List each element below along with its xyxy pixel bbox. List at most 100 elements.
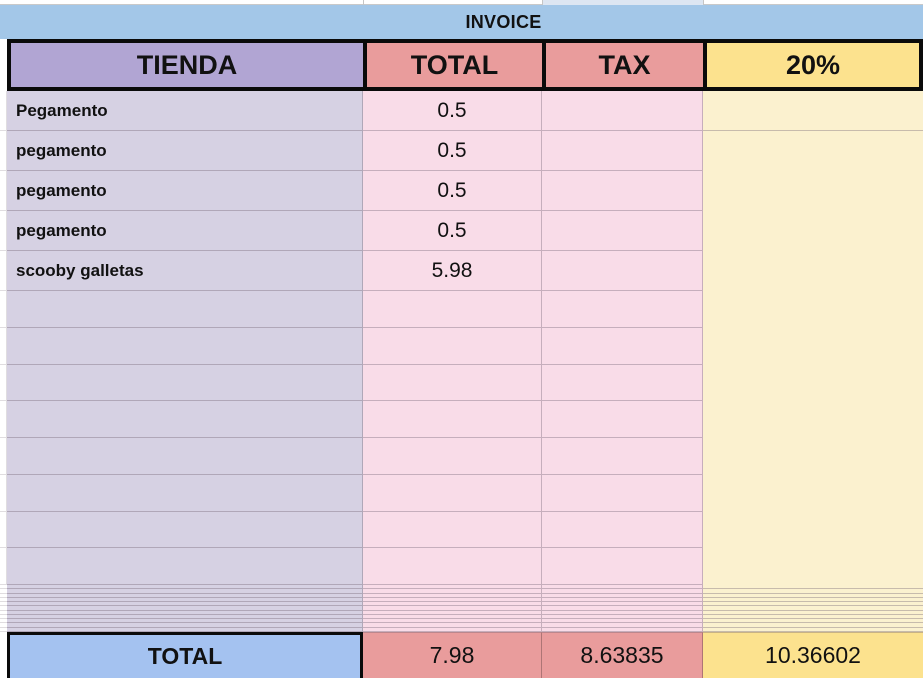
hidden-row bbox=[0, 593, 923, 598]
item-tax-cell[interactable] bbox=[542, 131, 703, 171]
gridline-tick bbox=[542, 0, 543, 5]
item-name-cell[interactable]: pegamento bbox=[7, 131, 363, 171]
row-gutter bbox=[0, 251, 7, 291]
item-total-cell[interactable] bbox=[363, 548, 542, 585]
invoice-title-cell[interactable]: INVOICE bbox=[0, 5, 923, 39]
row-gutter bbox=[0, 585, 7, 590]
item-total-cell[interactable] bbox=[363, 327, 542, 365]
item-name-cell[interactable] bbox=[7, 364, 363, 402]
gridline-tick bbox=[363, 0, 364, 5]
hidden-cell-tax bbox=[542, 610, 703, 615]
footer-tax-value-cell[interactable]: 8.63835 bbox=[542, 632, 703, 678]
hidden-cell-20pct bbox=[703, 606, 923, 611]
row-gutter bbox=[0, 511, 7, 549]
item-tax-cell[interactable] bbox=[542, 438, 703, 475]
hidden-cell-tax bbox=[542, 602, 703, 607]
hidden-cell-total bbox=[363, 593, 542, 598]
hidden-cell-total bbox=[363, 602, 542, 607]
item-total-cell[interactable] bbox=[363, 511, 542, 549]
item-total-cell[interactable] bbox=[363, 291, 542, 328]
row-gutter bbox=[0, 327, 7, 365]
item-tax-cell[interactable] bbox=[542, 291, 703, 328]
table-footer-row: TOTAL 7.98 8.63835 10.36602 bbox=[0, 632, 923, 678]
row-gutter bbox=[0, 438, 7, 475]
hidden-cell-tax bbox=[542, 606, 703, 611]
invoice-title-text: INVOICE bbox=[465, 11, 542, 32]
item-tax-cell[interactable] bbox=[542, 548, 703, 585]
item-total-cell[interactable]: 5.98 bbox=[363, 251, 542, 291]
hidden-cell-tax bbox=[542, 589, 703, 594]
row-gutter bbox=[0, 211, 7, 251]
item-name-cell[interactable]: Pegamento bbox=[7, 91, 363, 131]
item-tax-cell[interactable] bbox=[542, 171, 703, 211]
row-gutter bbox=[0, 619, 7, 624]
hidden-cell-tax bbox=[542, 597, 703, 603]
hidden-cell-total bbox=[363, 614, 542, 620]
item-total-cell[interactable] bbox=[363, 474, 542, 512]
row-gutter bbox=[0, 91, 7, 131]
hidden-cell-tax bbox=[542, 614, 703, 620]
item-total-cell[interactable] bbox=[363, 364, 542, 402]
footer-total-label-cell[interactable]: TOTAL bbox=[7, 632, 363, 678]
row-gutter bbox=[0, 291, 7, 328]
item-name-cell[interactable] bbox=[7, 401, 363, 438]
item-total-cell[interactable]: 0.5 bbox=[363, 91, 542, 131]
hidden-cell-tienda bbox=[7, 619, 363, 624]
header-cell-tax[interactable]: TAX bbox=[542, 43, 703, 87]
tinted-cell-above bbox=[542, 0, 703, 5]
hidden-cell-tienda bbox=[7, 627, 363, 632]
hidden-cell-total bbox=[363, 585, 542, 590]
item-tax-cell[interactable] bbox=[542, 251, 703, 291]
item-total-cell[interactable]: 0.5 bbox=[363, 211, 542, 251]
hidden-cell-tienda bbox=[7, 593, 363, 598]
item-tax-cell[interactable] bbox=[542, 511, 703, 549]
hidden-row bbox=[0, 619, 923, 624]
row-gutter bbox=[0, 364, 7, 402]
item-name-cell[interactable]: pegamento bbox=[7, 211, 363, 251]
item-tax-cell[interactable] bbox=[542, 364, 703, 402]
row-gutter bbox=[0, 610, 7, 615]
hidden-cell-tax bbox=[542, 619, 703, 624]
item-name-cell[interactable]: pegamento bbox=[7, 171, 363, 211]
hidden-cell-20pct bbox=[703, 597, 923, 603]
row-gutter bbox=[0, 548, 7, 585]
hidden-cell-total bbox=[363, 623, 542, 628]
hidden-cell-tienda bbox=[7, 585, 363, 590]
item-name-cell[interactable] bbox=[7, 291, 363, 328]
header-cell-tienda[interactable]: TIENDA bbox=[11, 43, 363, 87]
gridline-tick bbox=[703, 0, 704, 5]
footer-20pct-value-cell[interactable]: 10.36602 bbox=[703, 632, 923, 678]
item-total-cell[interactable] bbox=[363, 401, 542, 438]
item-tax-cell[interactable] bbox=[542, 327, 703, 365]
hidden-cell-20pct bbox=[703, 585, 923, 590]
item-total-cell[interactable] bbox=[363, 438, 542, 475]
footer-total-value-cell[interactable]: 7.98 bbox=[363, 632, 542, 678]
pct-column-cell[interactable] bbox=[703, 91, 923, 131]
hidden-row bbox=[0, 627, 923, 632]
item-name-cell[interactable] bbox=[7, 511, 363, 549]
row-gutter bbox=[0, 632, 7, 678]
hidden-cell-tienda bbox=[7, 614, 363, 620]
hidden-rows-band bbox=[0, 585, 923, 632]
item-tax-cell[interactable] bbox=[542, 91, 703, 131]
item-total-cell[interactable]: 0.5 bbox=[363, 171, 542, 211]
item-tax-cell[interactable] bbox=[542, 474, 703, 512]
item-tax-cell[interactable] bbox=[542, 401, 703, 438]
item-name-cell[interactable] bbox=[7, 327, 363, 365]
hidden-cell-20pct bbox=[703, 593, 923, 598]
item-name-cell[interactable] bbox=[7, 548, 363, 585]
row-gutter bbox=[0, 593, 7, 598]
item-tax-cell[interactable] bbox=[542, 211, 703, 251]
item-name-cell[interactable] bbox=[7, 474, 363, 512]
header-cell-total[interactable]: TOTAL bbox=[363, 43, 542, 87]
item-total-cell[interactable]: 0.5 bbox=[363, 131, 542, 171]
hidden-row bbox=[0, 614, 923, 620]
pct-column-merged-cell[interactable] bbox=[703, 131, 923, 585]
row-gutter bbox=[0, 401, 7, 438]
item-name-cell[interactable] bbox=[7, 438, 363, 475]
row-gutter bbox=[0, 627, 7, 632]
item-name-cell[interactable]: scooby galletas bbox=[7, 251, 363, 291]
header-cell-20pct[interactable]: 20% bbox=[703, 43, 919, 87]
hidden-row bbox=[0, 597, 923, 603]
